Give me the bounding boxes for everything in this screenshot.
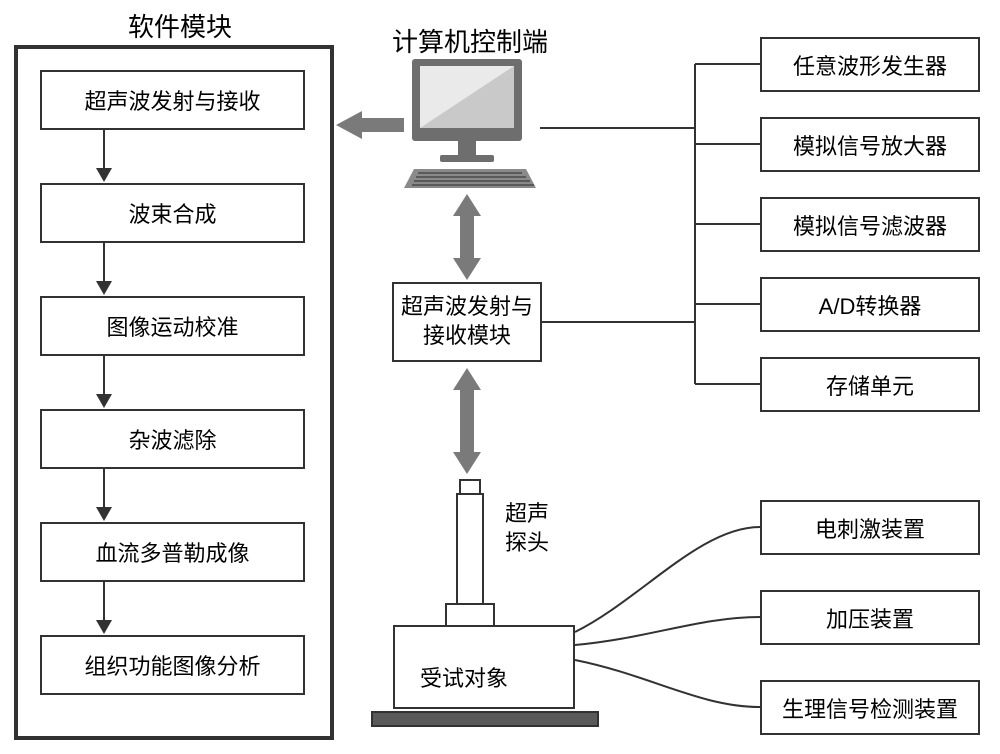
step-arrow-line-2 [103,356,105,394]
step-box-3: 杂波滤除 [40,409,305,469]
ultrasound-module-box: 超声波发射与接收模块 [392,282,542,362]
subject-label: 受试对象 [420,665,508,694]
title-computer: 计算机控制端 [370,22,570,59]
step-arrow-head-1 [96,281,112,295]
step-box-1: 波束合成 [40,183,305,243]
arrow-shaft-computer-to-software [362,118,404,132]
diagram-canvas: 软件模块 计算机控制端 超声波发射与接收 波束合成 图像运动校准 杂波滤除 血流… [0,0,1000,754]
step-box-2: 图像运动校准 [40,296,305,356]
right-top-box-1: 模拟信号放大器 [760,117,980,172]
step-arrow-line-1 [103,243,105,281]
right-top-box-4: 存储单元 [760,357,980,412]
right-bottom-box-0: 电刺激装置 [760,500,980,555]
probe-label: 超声探头 [505,500,555,557]
step-arrow-head-0 [96,168,112,182]
right-top-box-2: 模拟信号滤波器 [760,197,980,252]
right-top-box-3: A/D转换器 [760,277,980,332]
step-arrow-head-2 [96,394,112,408]
title-software: 软件模块 [110,7,250,44]
step-box-4: 血流多普勒成像 [40,522,305,582]
step-arrow-head-3 [96,507,112,521]
step-arrow-line-4 [103,582,105,620]
right-bottom-box-1: 加压装置 [760,590,980,645]
step-box-5: 组织功能图像分析 [40,635,305,695]
right-bottom-box-2: 生理信号检测装置 [760,680,980,735]
right-top-box-0: 任意波形发生器 [760,37,980,92]
step-arrow-head-4 [96,620,112,634]
step-box-0: 超声波发射与接收 [40,70,305,130]
computer-icon [400,55,540,190]
double-arrow-module-probe [453,368,481,474]
step-arrow-line-3 [103,469,105,507]
step-arrow-line-0 [103,130,105,168]
arrow-head-computer-to-software [336,111,362,139]
double-arrow-computer-module [453,194,481,280]
probe-apparatus [370,478,600,738]
